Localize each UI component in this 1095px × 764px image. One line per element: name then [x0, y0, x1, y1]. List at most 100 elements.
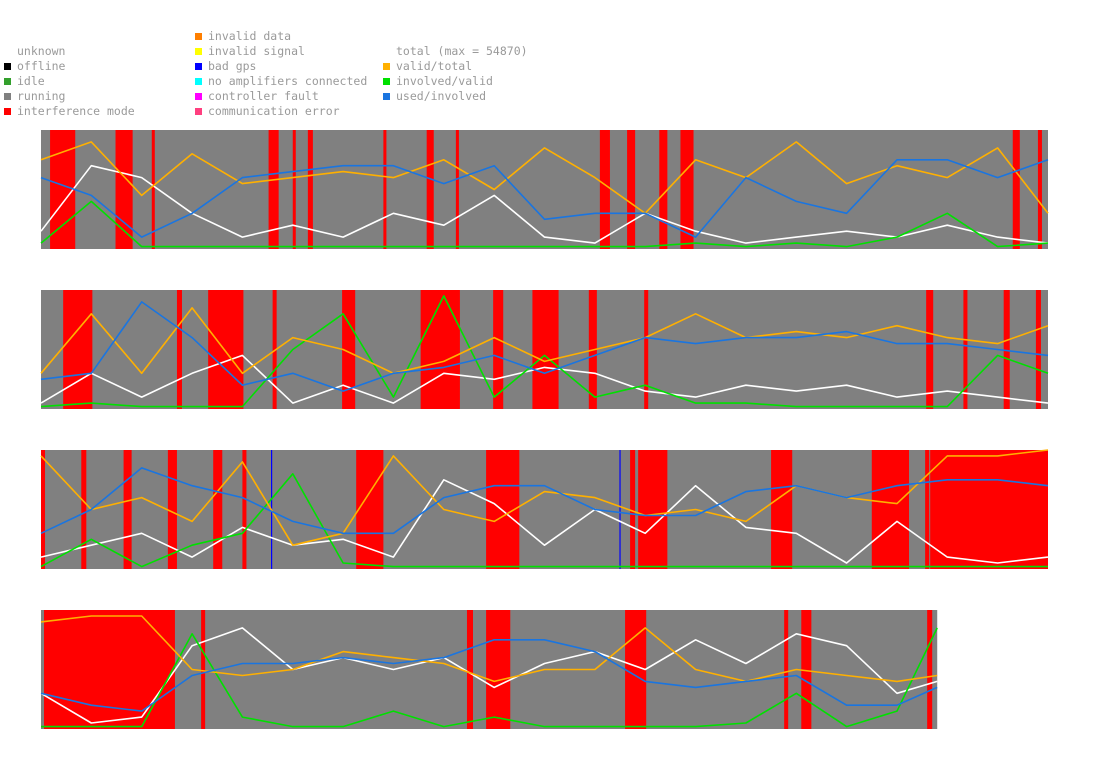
interference-interval: [638, 450, 668, 569]
legend-swatch: [4, 78, 11, 85]
legend-entry: total (max = 54870): [383, 44, 528, 59]
legend-label: unknown: [17, 44, 66, 58]
legend-entry: invalid signal: [195, 44, 367, 59]
interference-interval: [925, 450, 930, 569]
series-line: [40, 639, 938, 712]
interference-interval: [268, 130, 279, 249]
series-line: [40, 354, 1049, 404]
series-line: [40, 467, 1049, 535]
legend-swatch: [383, 48, 390, 55]
legend-entry: running: [4, 89, 135, 104]
legend-flags: invalid data invalid signal bad gps no ampl…: [195, 29, 367, 119]
interference-interval: [167, 450, 177, 569]
interference-interval: [420, 290, 460, 409]
legend-swatch: [4, 63, 11, 70]
interference-interval: [871, 450, 910, 569]
legend-label: valid/total: [396, 59, 473, 73]
series-line: [40, 159, 1049, 238]
legend-label: used/involved: [396, 89, 487, 103]
series-line: [41, 627, 938, 728]
legend-swatch: [383, 63, 390, 70]
interference-interval: [213, 450, 223, 569]
interference-interval: [176, 290, 182, 409]
interference-interval: [81, 450, 87, 569]
interference-interval: [599, 130, 610, 249]
series-line: [40, 473, 1048, 568]
interference-interval: [426, 130, 434, 249]
interference-interval: [466, 610, 474, 729]
interference-interval: [50, 130, 76, 249]
interference-interval: [532, 290, 559, 409]
legend-label: involved/valid: [396, 74, 493, 88]
legend-swatch: [383, 93, 390, 100]
legend-swatch: [195, 48, 202, 55]
series-line: [40, 627, 938, 724]
legend-label: running: [17, 89, 66, 103]
series-line: [40, 479, 1049, 564]
legend-label: invalid data: [208, 29, 292, 43]
legend-swatch: [195, 108, 202, 115]
series-line: [40, 200, 1049, 248]
interference-interval: [627, 130, 636, 249]
interference-interval: [801, 610, 812, 729]
interference-interval: [1003, 290, 1010, 409]
legend-entry: idle: [4, 74, 135, 89]
interference-interval: [680, 130, 694, 249]
interference-interval: [63, 290, 93, 409]
legend-entry: unknown: [4, 44, 135, 59]
interference-interval: [644, 290, 649, 409]
interference-interval: [292, 130, 296, 249]
interference-interval: [44, 610, 175, 729]
legend-label: interference mode: [17, 104, 135, 118]
series-line: [40, 141, 1049, 215]
interference-interval: [356, 450, 384, 569]
interference-interval: [1035, 290, 1041, 409]
legend-label: invalid signal: [208, 44, 305, 58]
interference-interval: [123, 450, 132, 569]
interference-interval: [1012, 130, 1020, 249]
series-line: [40, 615, 938, 683]
interference-interval: [383, 130, 387, 249]
legend-label: communication error: [208, 104, 340, 118]
legend-swatch: [383, 78, 390, 85]
legend-entry: offline: [4, 59, 135, 74]
legend-swatch: [195, 78, 202, 85]
legend-entry: invalid data: [195, 29, 367, 44]
interference-interval: [1037, 130, 1042, 249]
legend-entry: no amplifiers connected: [195, 74, 367, 89]
interference-interval: [930, 450, 1048, 569]
interference-interval: [927, 610, 933, 729]
interference-interval: [493, 290, 504, 409]
interference-interval: [151, 130, 155, 249]
legend-entry: involved/valid: [383, 74, 528, 89]
legend-entry: used/involved: [383, 89, 528, 104]
interference-interval: [486, 610, 511, 729]
interference-interval: [201, 610, 206, 729]
legend-swatch: [4, 93, 11, 100]
legend-swatch: [195, 93, 202, 100]
legend-entry: bad gps: [195, 59, 367, 74]
legend-entry: controller fault: [195, 89, 367, 104]
series-line: [40, 295, 1049, 408]
legend-entry: communication error: [195, 104, 367, 119]
legend-label: offline: [17, 59, 66, 73]
interference-interval: [307, 130, 313, 249]
legend-status: unknown offline idle running interference mo…: [4, 44, 135, 119]
legend-entry: valid/total: [383, 59, 528, 74]
interference-interval: [784, 610, 789, 729]
interference-interval: [455, 130, 459, 249]
interference-interval: [963, 290, 968, 409]
legend-swatch: [4, 108, 11, 115]
series-line: [40, 307, 1049, 375]
legend-swatch: [195, 63, 202, 70]
running-background: [41, 130, 1048, 249]
interference-interval: [208, 290, 244, 409]
interference-interval: [659, 130, 668, 249]
interference-interval: [771, 450, 793, 569]
series-line: [40, 164, 1049, 244]
legend-label: idle: [17, 74, 45, 88]
series-line: [40, 301, 1049, 392]
series-line: [40, 449, 1049, 546]
legend-entry: interference mode: [4, 104, 135, 119]
